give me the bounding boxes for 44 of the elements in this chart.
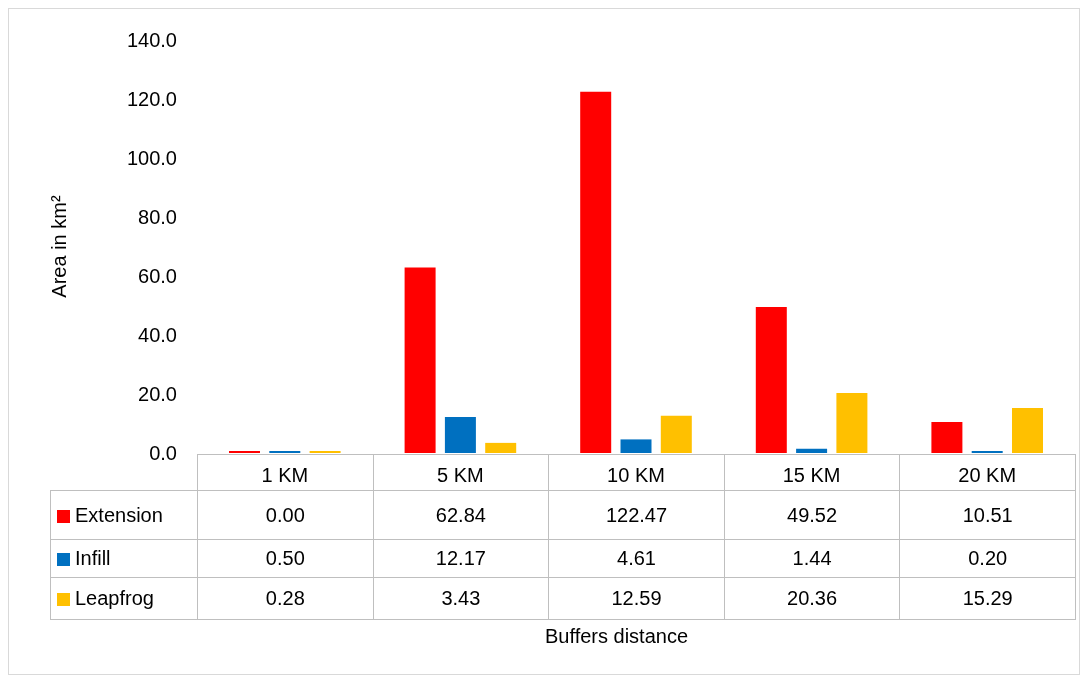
bar (620, 439, 652, 453)
bar (1012, 407, 1043, 453)
data-label: 49.52 (724, 490, 900, 540)
bar (836, 392, 868, 453)
data-label: 0.00 (197, 490, 374, 540)
data-label: 15.29 (899, 577, 1076, 620)
legend-label: Infill (50, 539, 198, 578)
data-label: 4.61 (548, 539, 725, 578)
data-label: 62.84 (373, 490, 549, 540)
bar (485, 442, 517, 453)
legend-label: Extension (50, 490, 198, 540)
bar (660, 415, 692, 453)
y-tick-label: 20.0 (138, 383, 177, 405)
x-tick-label: 20 KM (958, 464, 1017, 486)
y-axis-title: Area in km² (48, 195, 70, 298)
bar (580, 91, 612, 453)
y-tick-label: 80.0 (138, 206, 177, 228)
legend-label: Leapfrog (50, 577, 198, 620)
bar (404, 267, 436, 453)
data-label: 0.50 (197, 539, 374, 578)
data-label: 12.17 (373, 539, 549, 578)
data-label: 122.47 (548, 490, 725, 540)
data-label: 0.20 (899, 539, 1076, 578)
data-label: 1.44 (724, 539, 900, 578)
y-tick-label: 40.0 (138, 324, 177, 346)
data-label: 3.43 (373, 577, 549, 620)
x-tick-label: 1 KM (261, 464, 309, 486)
data-label: 20.36 (724, 577, 900, 620)
x-tick-label: 15 KM (782, 464, 841, 486)
text: Buffers distance (545, 625, 689, 647)
bar (796, 448, 828, 453)
y-tick-label: 60.0 (138, 265, 177, 287)
x-tick-label: 10 KM (607, 464, 665, 486)
data-label: 12.59 (548, 577, 725, 620)
data-label: 10.51 (899, 490, 1076, 540)
bar (755, 306, 787, 453)
x-tick-label: 5 KM (437, 464, 484, 486)
y-tick-label: 120.0 (126, 88, 177, 110)
y-tick-label: 100.0 (126, 147, 177, 169)
bar (444, 417, 476, 453)
y-tick-label: 140.0 (126, 29, 177, 51)
bar (931, 422, 963, 453)
y-tick-label: 0.0 (149, 442, 177, 464)
data-label: 0.28 (197, 577, 374, 620)
